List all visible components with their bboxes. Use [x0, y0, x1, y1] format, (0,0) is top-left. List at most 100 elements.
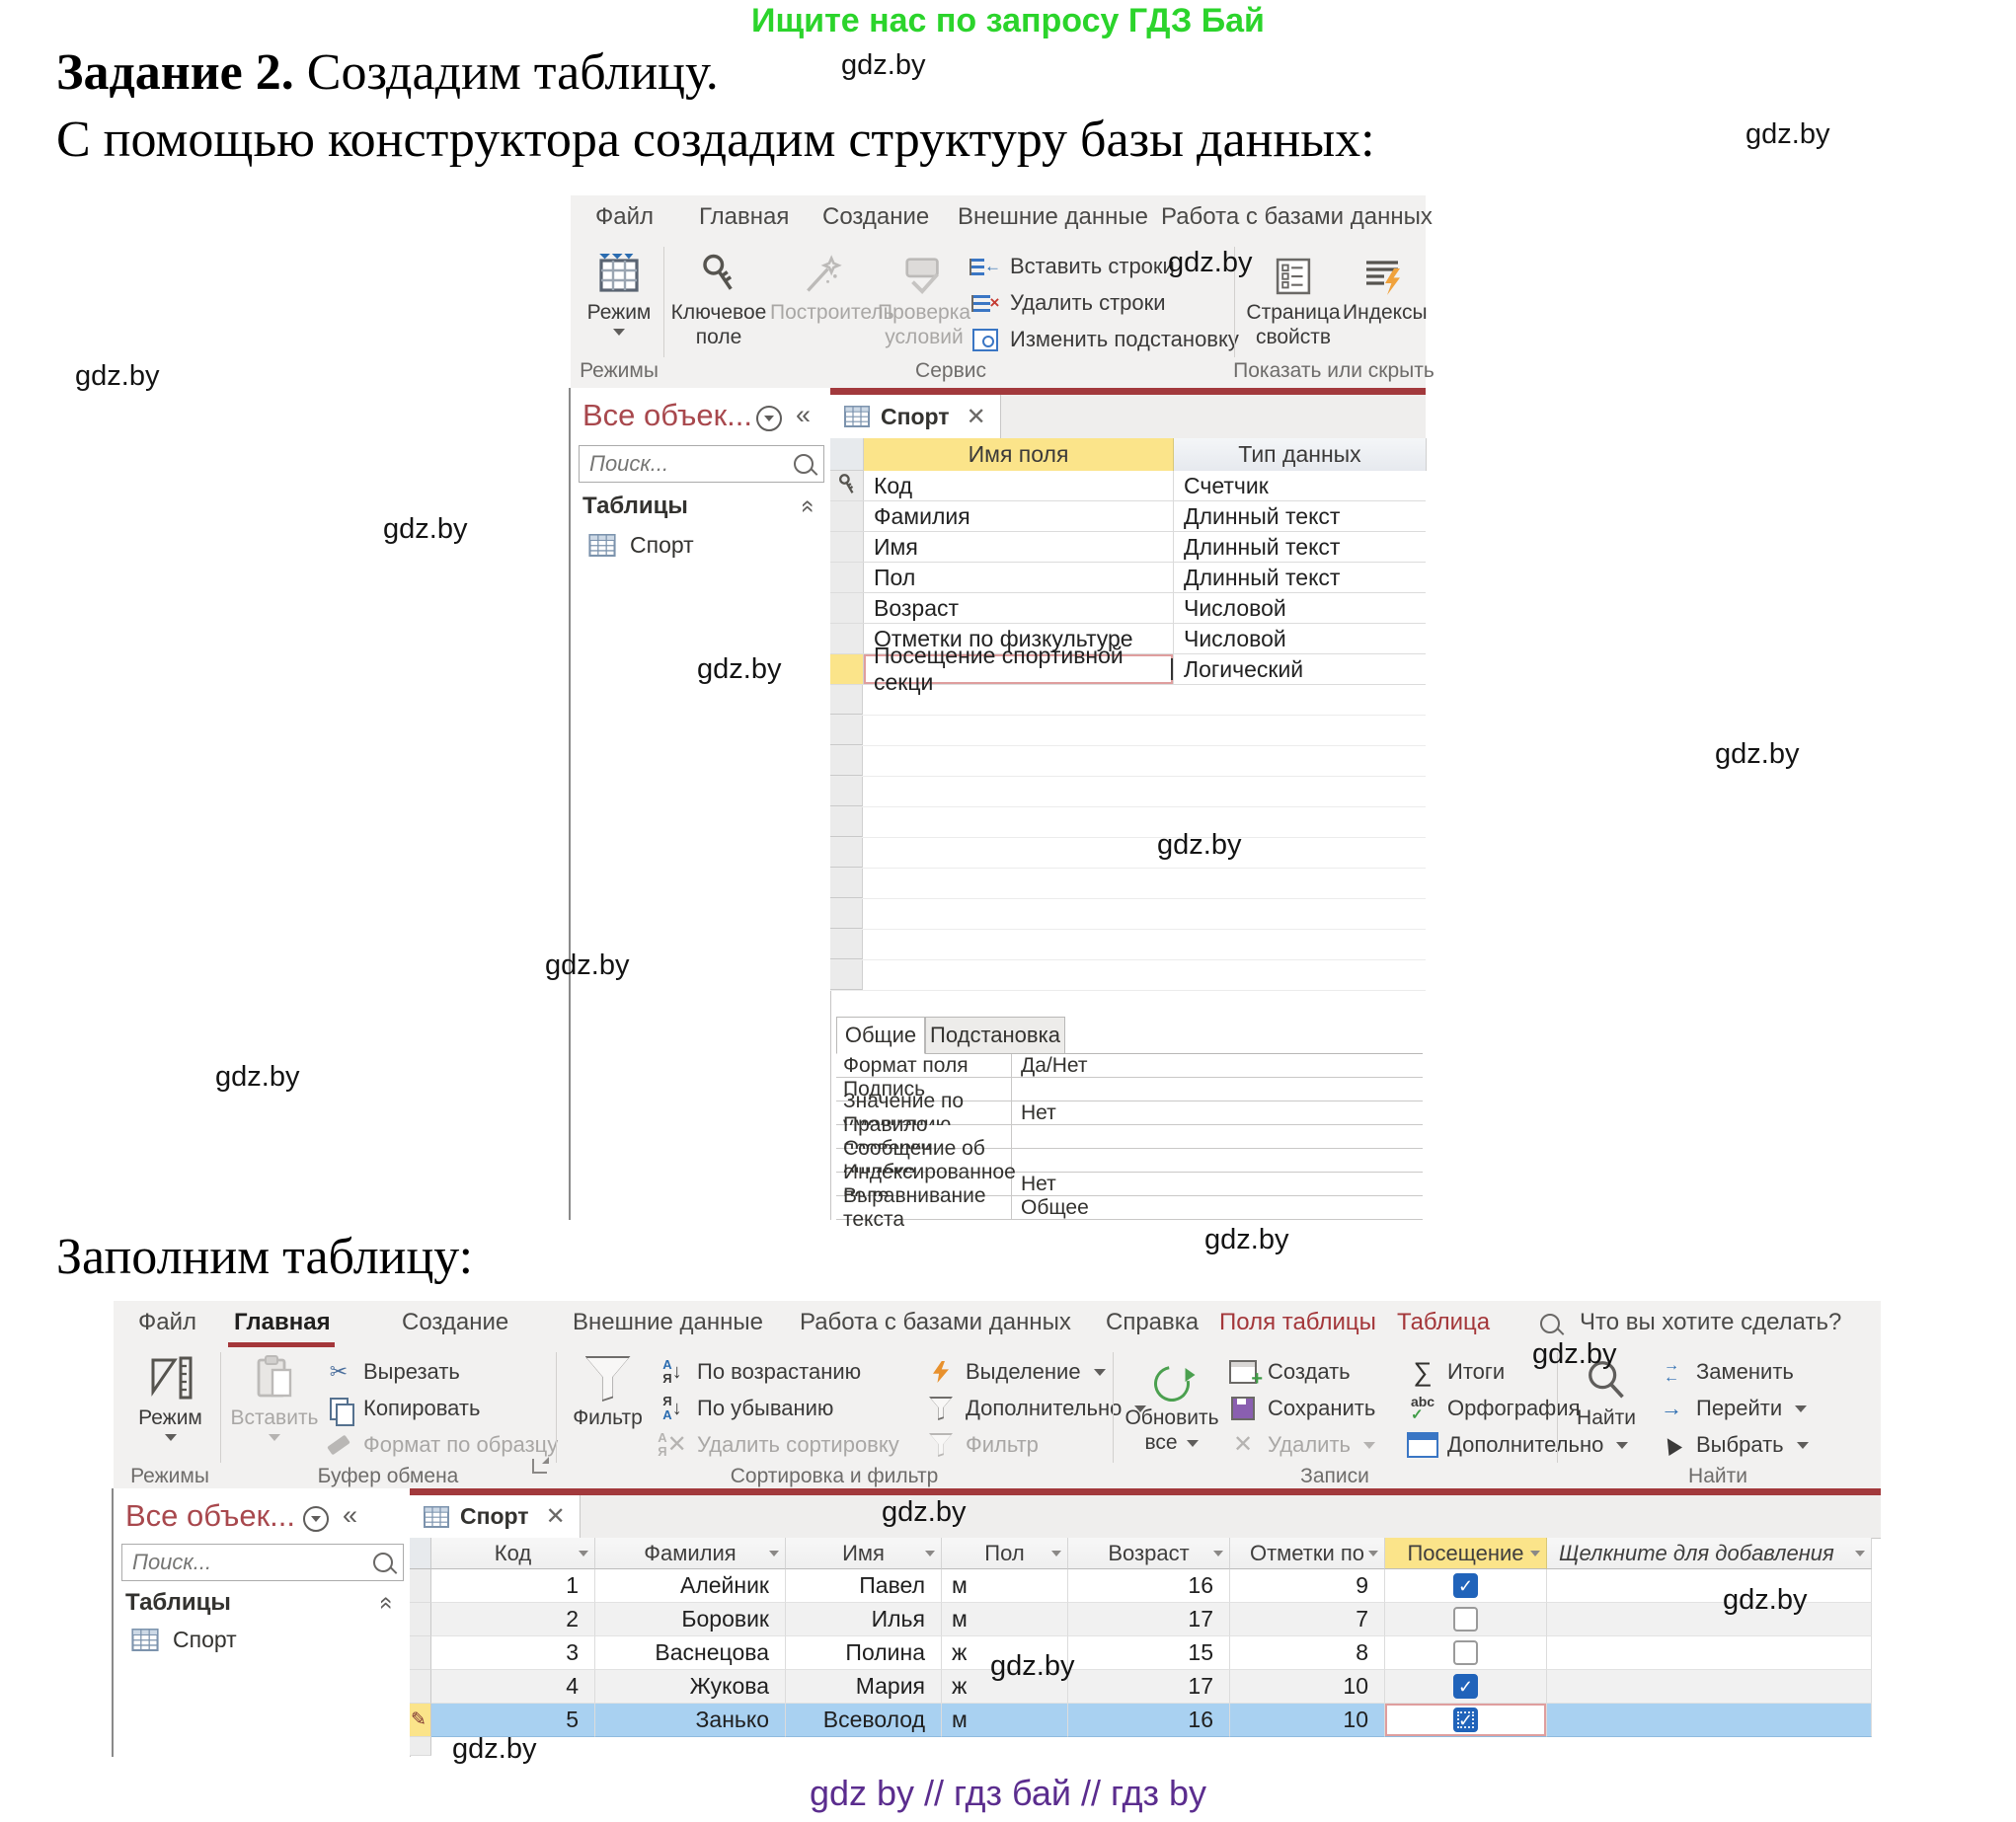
- close-icon[interactable]: ✕: [545, 1503, 566, 1530]
- field-name-cell[interactable]: Пол: [864, 563, 1174, 592]
- field-type-cell[interactable]: Числовой: [1184, 594, 1286, 621]
- spelling-button[interactable]: abc Орфография: [1407, 1394, 1581, 1423]
- cell-id[interactable]: 3: [431, 1636, 595, 1670]
- cell-id[interactable]: 1: [431, 1569, 595, 1603]
- cell-surname[interactable]: Алейник: [595, 1569, 786, 1603]
- nav-item-sport[interactable]: Спорт: [588, 532, 694, 559]
- column-header-firstname[interactable]: Имя: [786, 1538, 942, 1569]
- empty-field-row[interactable]: [830, 899, 1426, 930]
- column-header-visits[interactable]: Посещение: [1385, 1538, 1547, 1569]
- cell-surname[interactable]: Жукова: [595, 1670, 786, 1704]
- tab-dbtools[interactable]: Работа с базами данных: [800, 1309, 1071, 1335]
- field-name-cell[interactable]: Фамилия: [864, 501, 1174, 531]
- cell-age[interactable]: 15: [1068, 1636, 1230, 1670]
- dropdown-caret-icon[interactable]: [1051, 1551, 1061, 1556]
- cell-firstname[interactable]: Полина: [786, 1636, 942, 1670]
- field-row-selector[interactable]: [830, 471, 864, 500]
- cell-id[interactable]: 4: [431, 1670, 595, 1704]
- empty-field-row[interactable]: [830, 777, 1426, 807]
- format-painter-button[interactable]: Формат по образцу: [323, 1430, 558, 1460]
- column-header-marks[interactable]: Отметки по: [1230, 1538, 1385, 1569]
- property-value[interactable]: [1012, 1149, 1423, 1172]
- nav-pane-title[interactable]: Все объек...: [125, 1498, 296, 1533]
- view-button[interactable]: Режим: [579, 245, 659, 336]
- field-type-cell[interactable]: Длинный текст: [1184, 502, 1341, 529]
- column-header-age[interactable]: Возраст: [1068, 1538, 1230, 1569]
- field-name-cell[interactable]: Возраст: [864, 593, 1174, 623]
- field-name-cell-editing[interactable]: Посещение спортивной секци: [864, 643, 1174, 695]
- property-value[interactable]: Да/Нет: [1021, 1053, 1088, 1077]
- cell-empty[interactable]: [1547, 1603, 1872, 1636]
- cell-mark[interactable]: 10: [1230, 1704, 1385, 1737]
- tab-home[interactable]: Главная: [699, 203, 790, 230]
- tab-create[interactable]: Создание: [822, 203, 930, 230]
- empty-field-row[interactable]: [830, 960, 1426, 991]
- nav-search-box[interactable]: Поиск...: [121, 1544, 404, 1581]
- field-type-cell[interactable]: Длинный текст: [1184, 564, 1341, 590]
- collapse-section-icon[interactable]: «: [795, 499, 822, 513]
- empty-field-row[interactable]: [830, 930, 1426, 960]
- tab-table[interactable]: Таблица: [1397, 1309, 1491, 1335]
- cell-firstname[interactable]: Илья: [786, 1603, 942, 1636]
- empty-field-row[interactable]: [830, 807, 1426, 838]
- cell-mark[interactable]: 8: [1230, 1636, 1385, 1670]
- indexes-button[interactable]: Индексы: [1343, 245, 1428, 326]
- cell-firstname[interactable]: Всеволод: [786, 1704, 942, 1737]
- cell-empty[interactable]: [1547, 1569, 1872, 1603]
- cell-sex[interactable]: м: [942, 1569, 1068, 1603]
- field-type-cell[interactable]: Числовой: [1184, 625, 1286, 651]
- cut-button[interactable]: ✂ Вырезать: [323, 1357, 460, 1387]
- property-value[interactable]: [1012, 1125, 1423, 1148]
- cell-sex[interactable]: ж: [942, 1670, 1068, 1704]
- field-name-cell[interactable]: Код: [864, 471, 1174, 500]
- tab-home[interactable]: Главная: [234, 1309, 331, 1335]
- cell-empty[interactable]: [1547, 1670, 1872, 1704]
- cell-age[interactable]: 16: [1068, 1569, 1230, 1603]
- cell-mark[interactable]: 9: [1230, 1569, 1385, 1603]
- filter-button[interactable]: Фильтр: [566, 1350, 650, 1431]
- sort-ascending-button[interactable]: А Я ↓ По возрастанию: [657, 1357, 861, 1387]
- tab-create[interactable]: Создание: [402, 1309, 509, 1335]
- row-selector[interactable]: [410, 1670, 431, 1704]
- property-value[interactable]: [1012, 1078, 1423, 1101]
- property-value[interactable]: Нет: [1021, 1172, 1056, 1195]
- nav-section-tables[interactable]: Таблицы: [125, 1589, 231, 1616]
- cell-surname[interactable]: Васнецова: [595, 1636, 786, 1670]
- cell-empty[interactable]: [1547, 1704, 1872, 1737]
- field-type-cell[interactable]: Длинный текст: [1184, 533, 1341, 560]
- cell-firstname[interactable]: Павел: [786, 1569, 942, 1603]
- modify-lookups-button[interactable]: Изменить подстановку: [969, 325, 1239, 354]
- shutter-bar-icon[interactable]: «: [796, 400, 812, 429]
- nav-search-box[interactable]: Поиск...: [579, 445, 824, 483]
- field-name-cell[interactable]: Отметки по физкультуре: [864, 624, 1174, 653]
- cell-sex[interactable]: ж: [942, 1636, 1068, 1670]
- tab-table-fields[interactable]: Поля таблицы: [1219, 1309, 1376, 1335]
- empty-field-row[interactable]: [830, 838, 1426, 869]
- collapse-section-icon[interactable]: «: [373, 1596, 401, 1610]
- cell-age[interactable]: 17: [1068, 1603, 1230, 1636]
- paste-button[interactable]: Вставить: [230, 1350, 319, 1441]
- dropdown-caret-icon[interactable]: [925, 1551, 935, 1556]
- column-header-add-field[interactable]: Щелкните для добавления: [1547, 1538, 1872, 1569]
- field-row-selector[interactable]: [830, 501, 864, 531]
- tab-external[interactable]: Внешние данные: [958, 203, 1148, 230]
- nav-pane-title[interactable]: Все объек...: [582, 398, 753, 432]
- copy-button[interactable]: Копировать: [323, 1394, 480, 1426]
- nav-item-sport[interactable]: Спорт: [131, 1627, 237, 1653]
- cell-age[interactable]: 17: [1068, 1670, 1230, 1704]
- field-type-cell[interactable]: Логический: [1184, 655, 1304, 682]
- row-selector-editing[interactable]: [410, 1704, 431, 1737]
- cell-id[interactable]: 5: [431, 1704, 595, 1737]
- tab-file[interactable]: Файл: [138, 1309, 197, 1335]
- cell-mark[interactable]: 7: [1230, 1603, 1385, 1636]
- find-button[interactable]: Найти: [1567, 1350, 1646, 1431]
- field-row-selector[interactable]: [830, 563, 864, 592]
- dialog-launcher-icon[interactable]: [532, 1457, 549, 1474]
- cell-sex[interactable]: м: [942, 1603, 1068, 1636]
- checkbox-checked[interactable]: [1453, 1708, 1478, 1732]
- property-value[interactable]: Нет: [1021, 1101, 1056, 1124]
- dropdown-caret-icon[interactable]: [1855, 1551, 1865, 1556]
- nav-menu-icon[interactable]: [756, 406, 782, 431]
- document-tab-sport[interactable]: Спорт ✕: [830, 395, 1001, 438]
- nav-section-tables[interactable]: Таблицы: [582, 493, 688, 519]
